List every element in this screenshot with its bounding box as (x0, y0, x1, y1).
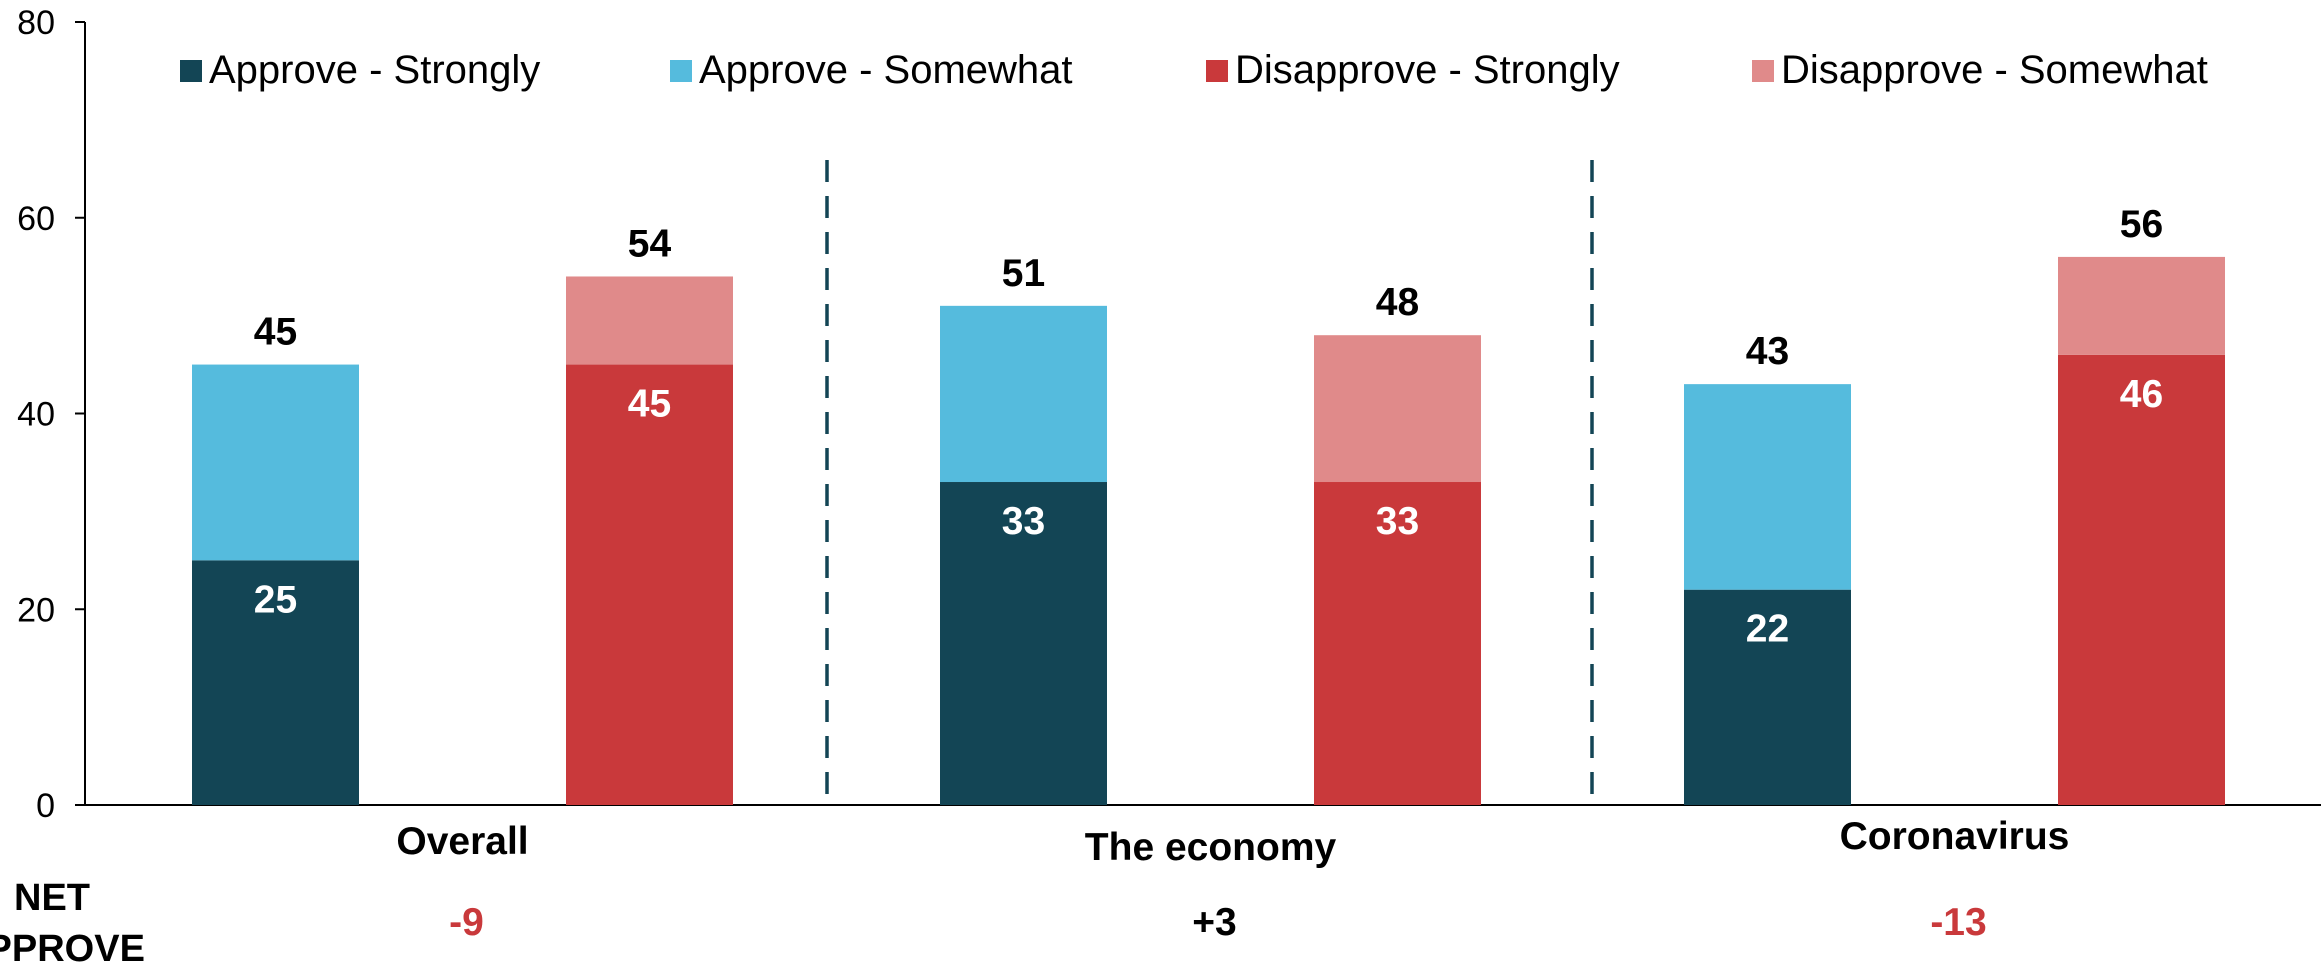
bar-segment-label: 45 (628, 383, 671, 426)
net-approve-title-line1: NET (14, 877, 90, 919)
x-category-label: Overall (396, 820, 528, 863)
bar-disapprove-somewhat-overall (566, 276, 733, 365)
x-category-label: The economy (1085, 826, 1337, 869)
legend-label: Approve - Strongly (209, 48, 540, 92)
legend-label: Approve - Somewhat (699, 48, 1073, 92)
bar-disapprove-strongly-overall (566, 364, 733, 805)
net-approve-value: -9 (449, 901, 484, 944)
bar-approve-somewhat-the-economy (940, 305, 1107, 483)
bar-segment-label: 33 (1376, 500, 1419, 543)
legend-swatch (1206, 60, 1228, 82)
bar-total-label: 43 (1746, 330, 1789, 373)
legend-swatch (1752, 60, 1774, 82)
x-category-label: Coronavirus (1840, 815, 2070, 858)
bar-disapprove-somewhat-coronavirus (2058, 256, 2225, 355)
legend-label: Disapprove - Somewhat (1781, 48, 2208, 92)
bar-total-label: 51 (1002, 252, 1045, 295)
y-tick-label: 80 (17, 4, 55, 42)
y-tick-label: 20 (17, 591, 55, 629)
bar-disapprove-somewhat-the-economy (1314, 335, 1481, 483)
legend-swatch (670, 60, 692, 82)
bar-approve-strongly-overall (192, 560, 359, 805)
bar-approve-somewhat-overall (192, 364, 359, 561)
bar-total-label: 48 (1376, 281, 1419, 324)
bar-total-label: 45 (254, 311, 297, 354)
bar-segment-label: 25 (254, 578, 297, 621)
net-approve-value: -13 (1930, 901, 1986, 944)
bar-approve-somewhat-coronavirus (1684, 384, 1851, 590)
net-approve-value: +3 (1192, 901, 1236, 944)
bar-total-label: 56 (2120, 203, 2163, 246)
bar-segment-label: 46 (2120, 373, 2163, 416)
bar-approve-strongly-coronavirus (1684, 589, 1851, 805)
bar-total-label: 54 (628, 222, 672, 265)
bar-disapprove-strongly-the-economy (1314, 482, 1481, 805)
bar-approve-strongly-the-economy (940, 482, 1107, 805)
net-approve-title-line2: APPROVE (0, 928, 145, 964)
bar-segment-label: 33 (1002, 500, 1045, 543)
y-tick-label: 60 (17, 200, 55, 238)
legend-swatch (180, 60, 202, 82)
bar-disapprove-strongly-coronavirus (2058, 354, 2225, 805)
y-tick-label: 0 (36, 787, 55, 825)
bar-segment-label: 22 (1746, 608, 1789, 651)
y-tick-label: 40 (17, 396, 55, 434)
legend-label: Disapprove - Strongly (1235, 48, 1620, 92)
